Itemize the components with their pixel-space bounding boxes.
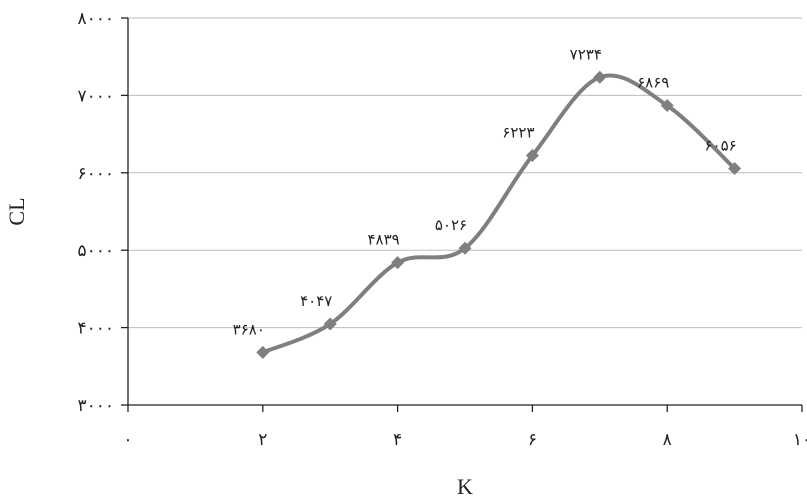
data-label: ۶۰۵۶	[704, 136, 736, 154]
x-axis-title: K	[457, 474, 473, 499]
data-label: ۵۰۲۶	[435, 216, 467, 234]
y-tick-label: ۶۰۰۰	[77, 164, 114, 184]
data-point	[728, 161, 742, 175]
data-labels: ۳۶۸۰ ۴۰۴۷ ۴۸۳۹ ۵۰۲۶ ۶۲۲۳ ۷۲۳۴ ۶۸۶۹ ۶۰۵۶	[233, 45, 737, 338]
tick-labels: ۳۰۰۰ ۴۰۰۰ ۵۰۰۰ ۶۰۰۰ ۷۰۰۰ ۸۰۰۰ ۰ ۲ ۴ ۶ ۸ ۱۰	[77, 9, 807, 450]
data-point	[458, 241, 472, 255]
data-label: ۴۰۴۷	[300, 292, 332, 310]
x-tick-label: ۰	[123, 430, 132, 450]
data-label: ۷۲۳۴	[570, 45, 602, 63]
data-point	[660, 99, 674, 113]
series-group	[256, 70, 742, 359]
series-line	[260, 73, 737, 355]
y-tick-label: ۵۰۰۰	[77, 241, 114, 261]
data-label: ۶۸۶۹	[637, 74, 669, 92]
data-label: ۴۸۳۹	[367, 231, 399, 249]
y-tick-label: ۷۰۰۰	[77, 86, 114, 106]
data-point	[525, 149, 539, 163]
y-tick-label: ۴۰۰۰	[77, 319, 114, 339]
y-axis-title: CL	[4, 197, 29, 225]
data-label: ۳۶۸۰	[233, 320, 265, 338]
data-point	[391, 256, 405, 270]
x-tick-label: ۶	[528, 430, 537, 450]
x-tick-label: ۸	[663, 430, 672, 450]
data-label: ۶۲۲۳	[502, 124, 534, 142]
x-tick-label: ۱۰	[793, 430, 807, 450]
x-tick-label: ۲	[258, 430, 267, 450]
y-tick-label: ۳۰۰۰	[77, 396, 114, 416]
data-point	[256, 345, 270, 359]
data-point	[323, 317, 337, 331]
axes	[121, 17, 803, 412]
data-point	[593, 70, 607, 84]
y-tick-label: ۸۰۰۰	[77, 9, 114, 29]
x-tick-label: ۴	[393, 430, 402, 450]
gridlines	[128, 17, 802, 329]
